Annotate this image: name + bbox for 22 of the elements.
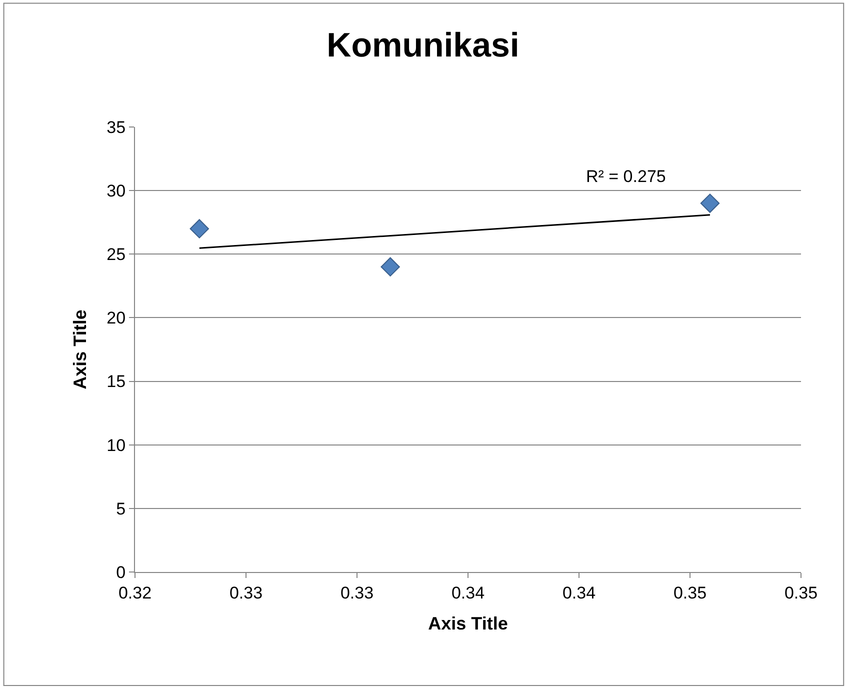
y-tick-label: 10 [106,436,126,455]
x-tick-label: 0.35 [673,583,707,602]
x-axis-title: Axis Title [428,614,508,634]
point [190,219,209,238]
y-tick-label: 35 [106,118,126,137]
annotation: R² = 0.275 [586,167,666,186]
y-axis-title: Axis Title [70,310,90,390]
point [700,194,720,213]
y-tick-label: 30 [106,182,126,201]
y-tick-label: 5 [116,499,126,518]
y-tick-label: 20 [106,308,126,328]
x-tick-label: 0.34 [562,583,596,602]
x-tick-label: 0.33 [340,583,374,602]
chart-title: Komunikasi [326,26,520,65]
y-tick-label: 15 [106,372,126,392]
x-tick-label: 0.33 [229,583,263,602]
y-tick-label: 0 [116,562,126,582]
point [380,257,400,276]
y-tick-label: 25 [106,245,126,264]
x-tick-label: 0.35 [784,583,818,602]
x-tick-label: 0.32 [118,583,152,602]
x-tick-label: 0.34 [451,583,485,602]
